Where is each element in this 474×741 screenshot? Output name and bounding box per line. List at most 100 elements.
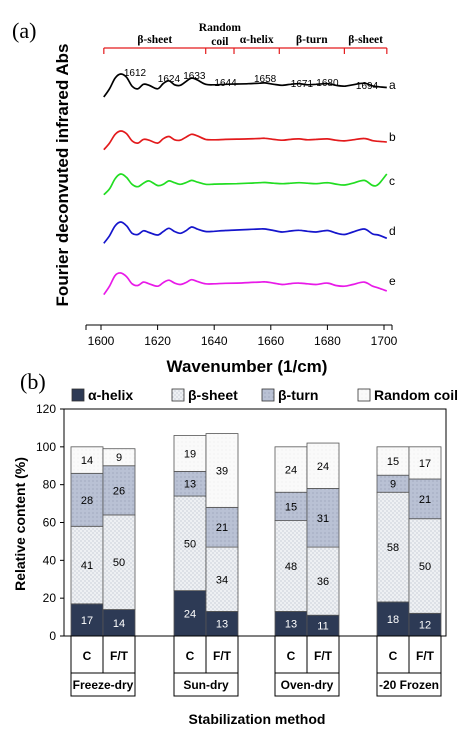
bar-value-label: 19 bbox=[184, 448, 196, 460]
bar-value-label: 50 bbox=[419, 561, 431, 573]
bar-value-label: 9 bbox=[116, 452, 122, 464]
panel-b-label: (b) bbox=[20, 369, 46, 394]
bar-category-label: F/T bbox=[314, 649, 333, 663]
bar-value-label: 14 bbox=[113, 618, 125, 630]
bar-segment-β-sheet bbox=[173, 495, 207, 591]
bar-value-label: 15 bbox=[387, 456, 399, 468]
bar-category-label: C bbox=[186, 649, 195, 663]
bar-value-label: 17 bbox=[81, 615, 93, 627]
panel-b: (b) α-helix β-sheet β-turn Random coil Rela… bbox=[12, 369, 458, 727]
region-label: β-sheet bbox=[348, 34, 383, 46]
spectra: a b c d e bbox=[103, 73, 396, 296]
x-tick-label: 1620 bbox=[144, 334, 171, 348]
bar-value-label: 48 bbox=[285, 561, 297, 573]
bar-segment-Random coil bbox=[205, 433, 239, 508]
bar-value-label: 21 bbox=[216, 522, 228, 534]
series-label: d bbox=[389, 224, 396, 238]
peak-label: 1658 bbox=[254, 74, 277, 85]
bar-segment-α-helix bbox=[376, 601, 410, 637]
legend-label: β-sheet bbox=[188, 387, 238, 403]
bar-value-label: 13 bbox=[285, 619, 297, 631]
bar-segment-β-sheet bbox=[274, 520, 308, 612]
panel-a-y-axis-label: Fourier deconvuted infrared Abs bbox=[53, 44, 72, 307]
bar-segment-Random coil bbox=[173, 435, 207, 472]
bar-segment-β-sheet bbox=[376, 491, 410, 603]
legend-swatch bbox=[357, 388, 371, 402]
panel-a-x-axis-label: Wavenumber (1/cm) bbox=[167, 357, 328, 376]
peak-label: 1633 bbox=[183, 71, 206, 82]
bar-value-label: 21 bbox=[419, 494, 431, 506]
bar-segment-Random coil bbox=[306, 442, 340, 489]
bar-value-label: 24 bbox=[317, 461, 329, 473]
legend-label: Random coil bbox=[374, 387, 458, 403]
bar-value-label: 14 bbox=[81, 455, 93, 467]
bar-value-label: 50 bbox=[113, 557, 125, 569]
x-tick-label: 1640 bbox=[201, 334, 228, 348]
region-label: β-sheet bbox=[137, 34, 172, 46]
x-tick-label: 1600 bbox=[88, 334, 115, 348]
y-tick-label: 20 bbox=[43, 591, 57, 605]
panel-b-y-ticks: 0 20 40 60 80 100 120 bbox=[36, 402, 64, 643]
bar-category-label: F/T bbox=[213, 649, 232, 663]
spectrum-line-a bbox=[103, 73, 387, 98]
y-tick-label: 0 bbox=[49, 629, 56, 643]
bar-value-label: 9 bbox=[390, 479, 396, 491]
x-tick-label: 1680 bbox=[314, 334, 341, 348]
spectrum-line-e bbox=[103, 272, 388, 296]
peak-label: 1612 bbox=[124, 68, 147, 79]
bar-segment-α-helix bbox=[173, 590, 207, 637]
bar-category-label: F/T bbox=[416, 649, 435, 663]
bar-value-label: 50 bbox=[184, 538, 196, 550]
bar-value-label: 34 bbox=[216, 574, 228, 586]
y-tick-label: 60 bbox=[43, 516, 57, 530]
peak-label: 1694 bbox=[356, 81, 379, 92]
bar-value-label: 12 bbox=[419, 620, 431, 632]
bar-segment-Random coil bbox=[274, 446, 308, 493]
panel-b-plot-frame bbox=[63, 408, 447, 637]
bar-value-label: 58 bbox=[387, 542, 399, 554]
bar-category-label: C bbox=[287, 649, 296, 663]
bar-value-label: 26 bbox=[113, 485, 125, 497]
series-label: a bbox=[389, 78, 396, 92]
bar-value-label: 41 bbox=[81, 560, 93, 572]
group-label: Sun-dry bbox=[183, 678, 229, 692]
region-label: α-helix bbox=[240, 34, 274, 46]
bar-segment-Random coil bbox=[102, 448, 136, 467]
legend-swatch bbox=[171, 388, 185, 402]
bar-segment-Random coil bbox=[408, 446, 442, 480]
bar-value-label: 13 bbox=[184, 479, 196, 491]
bar-segment-Random coil bbox=[70, 446, 104, 474]
group-label: Freeze-dry bbox=[73, 678, 134, 692]
spectrum-line-c bbox=[103, 173, 388, 196]
y-tick-label: 40 bbox=[43, 553, 57, 567]
x-tick-label: 1700 bbox=[371, 334, 398, 348]
bar-segment-β-turn bbox=[102, 465, 136, 516]
bar-value-label: 39 bbox=[216, 465, 228, 477]
bar-value-label: 36 bbox=[317, 576, 329, 588]
region-label: Random coil bbox=[199, 22, 242, 48]
legend-swatch bbox=[71, 388, 85, 402]
panel-b-x-axis-label: Stabilization method bbox=[189, 711, 326, 727]
legend-label: β-turn bbox=[278, 387, 318, 403]
bar-segment-β-sheet bbox=[102, 514, 136, 610]
legend-swatch bbox=[261, 388, 275, 402]
panel-a-x-ticks: 1600 1620 1640 1660 1680 1700 bbox=[85, 325, 398, 348]
peak-label: 1624 bbox=[158, 74, 181, 85]
panel-a-label: (a) bbox=[12, 18, 36, 43]
bar-value-label: 11 bbox=[317, 621, 328, 633]
panel-b-y-axis-label: Relative content (%) bbox=[12, 457, 28, 591]
bar-category-label: C bbox=[389, 649, 398, 663]
spectrum-line-d bbox=[103, 221, 388, 244]
legend: α-helix β-sheet β-turn Random coil bbox=[71, 387, 458, 403]
region-label: β-turn bbox=[296, 34, 328, 46]
series-label: c bbox=[389, 174, 395, 188]
bar-category-label: F/T bbox=[110, 649, 129, 663]
group-label: Oven-dry bbox=[281, 678, 334, 692]
bar-value-label: 13 bbox=[216, 619, 228, 631]
bar-value-label: 28 bbox=[81, 495, 93, 507]
bar-segment-α-helix bbox=[205, 611, 239, 637]
bar-segment-β-turn bbox=[408, 478, 442, 520]
y-tick-label: 100 bbox=[36, 440, 56, 454]
